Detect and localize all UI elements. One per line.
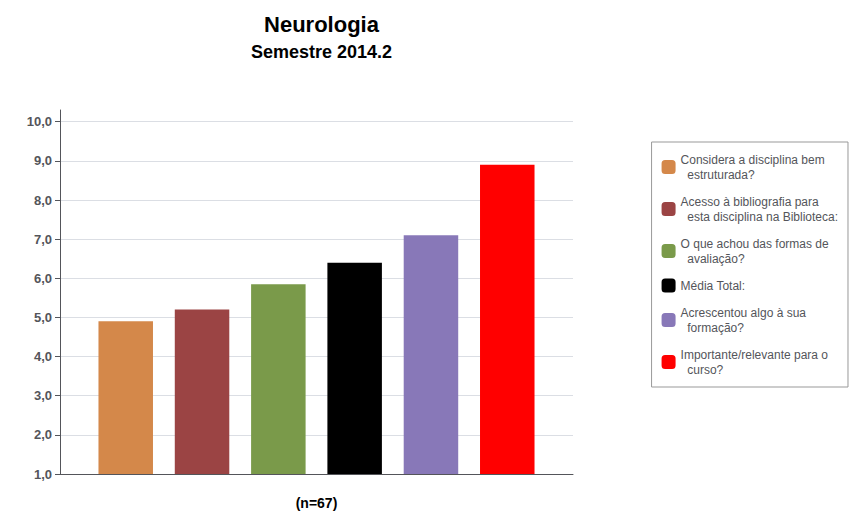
svg-text:1,0: 1,0: [34, 467, 52, 482]
svg-text:2,0: 2,0: [34, 427, 52, 442]
svg-text:Importante/relevante para o: Importante/relevante para o: [681, 348, 829, 362]
svg-text:7,0: 7,0: [34, 232, 52, 247]
svg-text:Considera a disciplina bem: Considera a disciplina bem: [681, 153, 825, 167]
svg-text:avaliação?: avaliação?: [681, 252, 745, 266]
svg-text:5,0: 5,0: [34, 310, 52, 325]
svg-text:Semestre 2014.2: Semestre 2014.2: [251, 42, 392, 62]
svg-text:O que achou das formas de: O que achou das formas de: [681, 237, 829, 251]
svg-text:Neurologia: Neurologia: [264, 12, 380, 37]
svg-text:10,0: 10,0: [27, 114, 52, 129]
svg-text:4,0: 4,0: [34, 349, 52, 364]
svg-text:Média Total:: Média Total:: [681, 279, 745, 293]
svg-text:3,0: 3,0: [34, 388, 52, 403]
svg-text:estruturada?: estruturada?: [681, 168, 755, 182]
svg-text:Acrescentou algo à sua: Acrescentou algo à sua: [681, 306, 807, 320]
svg-text:(n=67): (n=67): [296, 495, 338, 511]
svg-text:9,0: 9,0: [34, 153, 52, 168]
svg-text:8,0: 8,0: [34, 193, 52, 208]
svg-text:6,0: 6,0: [34, 271, 52, 286]
svg-text:formação?: formação?: [681, 321, 745, 335]
svg-text:esta disciplina na Biblioteca:: esta disciplina na Biblioteca:: [681, 210, 838, 224]
svg-text:curso?: curso?: [681, 363, 724, 377]
svg-text:Acesso à bibliografia para: Acesso à bibliografia para: [681, 195, 819, 209]
